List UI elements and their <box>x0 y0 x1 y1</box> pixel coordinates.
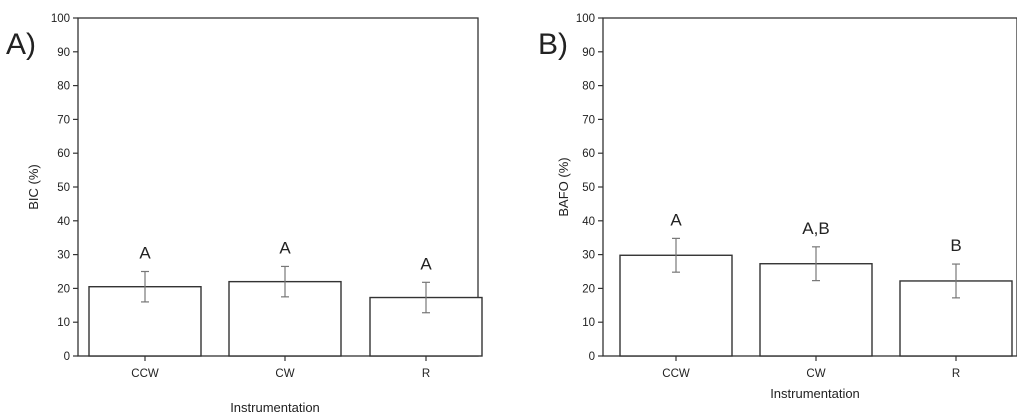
panel-label: B) <box>538 28 568 61</box>
y-tick-label: 50 <box>57 182 70 194</box>
y-tick-label: 80 <box>57 81 70 93</box>
x-tick-label: CW <box>806 368 825 380</box>
y-tick-label: 20 <box>57 283 70 295</box>
significance-label: B <box>950 236 961 255</box>
y-tick-label: 60 <box>582 148 595 160</box>
significance-label: A <box>670 210 682 229</box>
x-tick-label: CCW <box>662 368 690 380</box>
significance-label: A <box>279 238 291 257</box>
x-axis-label: Instrumentation <box>770 386 860 401</box>
panel-label: A) <box>6 28 36 61</box>
y-axis-label: BIC (%) <box>26 164 41 210</box>
y-tick-label: 40 <box>57 216 70 228</box>
y-tick-label: 90 <box>57 47 70 59</box>
y-tick-label: 60 <box>57 148 70 160</box>
y-tick-label: 30 <box>57 250 70 262</box>
y-tick-label: 0 <box>589 351 595 363</box>
y-axis-label: BAFO (%) <box>556 157 571 216</box>
y-tick-label: 70 <box>582 114 595 126</box>
y-tick-label: 100 <box>576 13 595 25</box>
x-tick-label: R <box>422 368 430 380</box>
significance-label: A,B <box>802 219 829 238</box>
y-tick-label: 10 <box>57 317 70 329</box>
significance-label: A <box>139 244 151 263</box>
significance-label: A <box>420 254 432 273</box>
y-tick-label: 80 <box>582 81 595 93</box>
y-tick-label: 10 <box>582 317 595 329</box>
x-tick-label: CW <box>275 368 294 380</box>
x-tick-label: R <box>952 368 960 380</box>
y-tick-label: 70 <box>57 114 70 126</box>
x-axis-label: Instrumentation <box>230 400 320 415</box>
y-tick-label: 30 <box>582 250 595 262</box>
y-tick-label: 100 <box>51 13 70 25</box>
y-tick-label: 40 <box>582 216 595 228</box>
x-tick-label: CCW <box>131 368 159 380</box>
y-tick-label: 90 <box>582 47 595 59</box>
y-tick-label: 20 <box>582 283 595 295</box>
y-tick-label: 0 <box>64 351 70 363</box>
y-tick-label: 50 <box>582 182 595 194</box>
